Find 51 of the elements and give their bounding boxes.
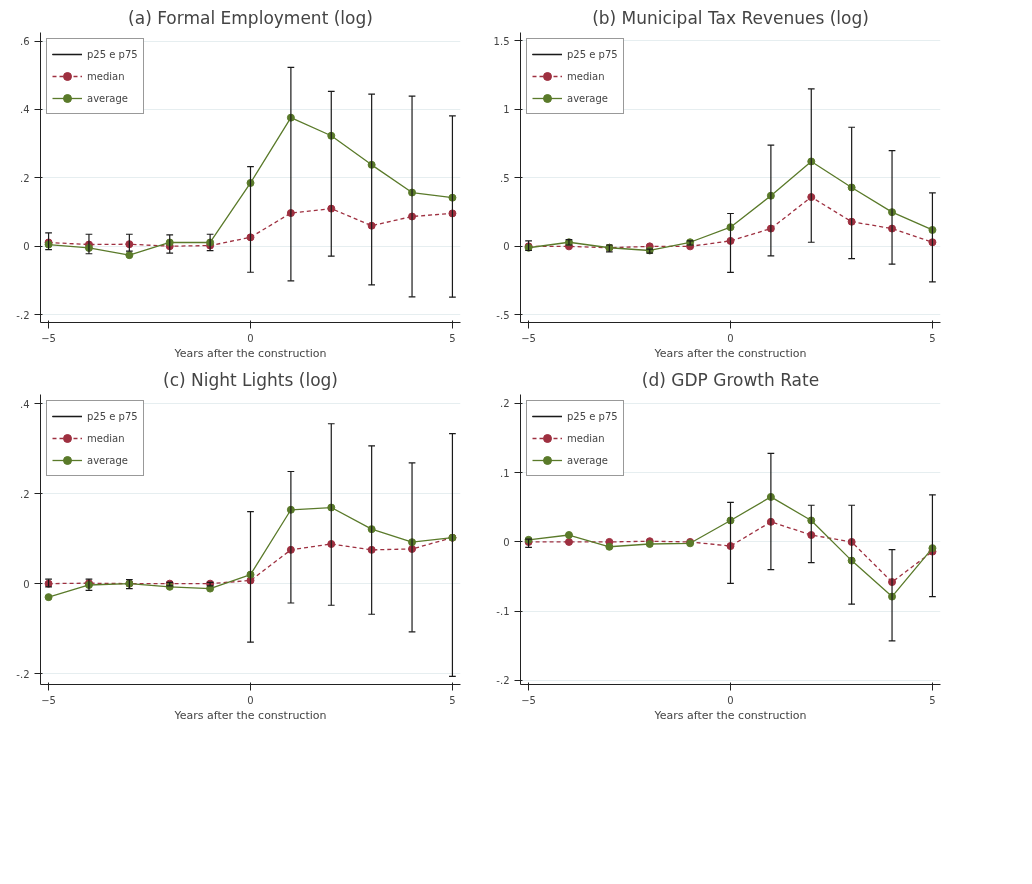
legend-label: average — [567, 454, 608, 466]
legend-label: median — [87, 70, 125, 82]
y-tick-label: 1 — [503, 104, 510, 116]
x-tick-label: −5 — [41, 332, 56, 344]
y-tick-label: .2 — [19, 488, 30, 500]
annotation: p25 e p75 — [87, 48, 138, 60]
chart-title: (a) Formal Employment (log) — [128, 7, 373, 28]
x-tick-label: 0 — [247, 332, 254, 344]
y-tick-label: .4 — [19, 398, 30, 410]
x-tick-label: 0 — [727, 332, 734, 344]
legend-label: average — [87, 92, 128, 104]
annotation: p25 e p75 — [567, 48, 618, 60]
x-tick-label: 5 — [929, 694, 936, 706]
chart-title: (b) Municipal Tax Revenues (log) — [592, 7, 869, 28]
x-tick-label: −5 — [521, 332, 536, 344]
x-tick-label: 5 — [449, 332, 456, 344]
annotation: p25 e p75 — [567, 410, 618, 422]
y-tick-label: .5 — [499, 172, 510, 184]
y-tick-label: 0 — [23, 241, 30, 253]
x-tick-label: −5 — [521, 694, 536, 706]
x-tick-label: 5 — [449, 694, 456, 706]
x-tick-label: −5 — [41, 694, 56, 706]
y-tick-label: .6 — [19, 36, 30, 48]
y-tick-label: .2 — [19, 172, 30, 184]
legend-label: average — [87, 454, 128, 466]
legend-label: median — [567, 70, 605, 82]
chart-title: (d) GDP Growth Rate — [641, 369, 820, 390]
y-tick-label: -.2 — [16, 309, 30, 321]
chart-title: (c) Night Lights (log) — [163, 369, 338, 390]
legend-label: median — [567, 432, 605, 444]
y-tick-label: -.5 — [496, 309, 510, 321]
y-tick-label: .2 — [499, 398, 510, 410]
y-tick-label: .1 — [499, 467, 510, 479]
legend-label: median — [87, 432, 125, 444]
legend-label: average — [567, 92, 608, 104]
y-tick-label: -.2 — [496, 675, 510, 687]
y-tick-label: -.1 — [496, 606, 510, 618]
x-axis-title: Years after the construction — [173, 346, 327, 360]
y-tick-label: 0 — [503, 536, 510, 548]
x-tick-label: 0 — [247, 694, 254, 706]
y-tick-label: .4 — [19, 104, 30, 116]
y-tick-label: 0 — [503, 241, 510, 253]
x-axis-title: Years after the construction — [173, 708, 327, 722]
y-tick-label: -.2 — [16, 668, 30, 680]
x-tick-label: 0 — [727, 694, 734, 706]
x-axis-title: Years after the construction — [653, 708, 807, 722]
y-tick-label: 0 — [23, 578, 30, 590]
y-tick-label: 1.5 — [493, 35, 510, 47]
annotation: p25 e p75 — [87, 410, 138, 422]
x-axis-title: Years after the construction — [653, 346, 807, 360]
x-tick-label: 5 — [929, 332, 936, 344]
